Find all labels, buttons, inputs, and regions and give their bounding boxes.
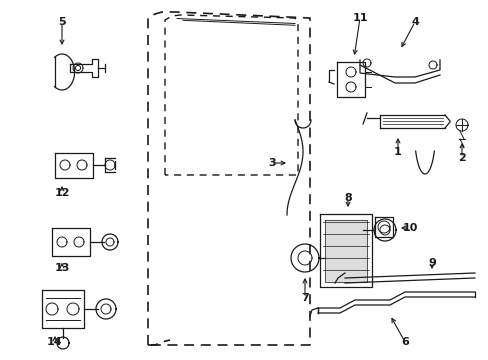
Text: 3: 3: [267, 158, 275, 168]
Text: 12: 12: [54, 188, 70, 198]
Text: 13: 13: [54, 263, 70, 273]
Text: 7: 7: [301, 293, 308, 303]
Text: 2: 2: [457, 153, 465, 163]
Text: 9: 9: [427, 258, 435, 268]
Text: 4: 4: [410, 17, 418, 27]
Text: 14: 14: [47, 337, 62, 347]
Text: 11: 11: [351, 13, 367, 23]
Polygon shape: [325, 220, 366, 282]
Text: 6: 6: [400, 337, 408, 347]
Text: 5: 5: [58, 17, 66, 27]
Text: 10: 10: [402, 223, 417, 233]
Text: 1: 1: [393, 147, 401, 157]
Text: 8: 8: [344, 193, 351, 203]
